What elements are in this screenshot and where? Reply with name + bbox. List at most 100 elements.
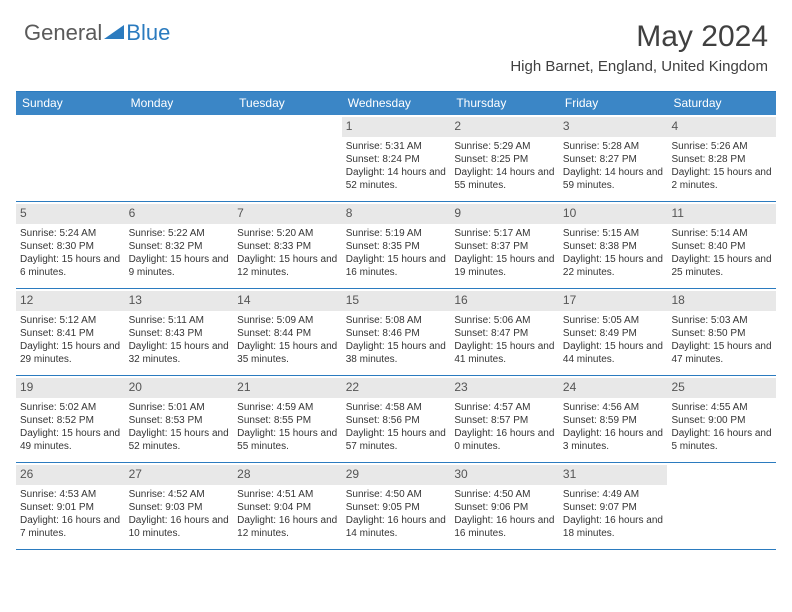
day-cell: 8Sunrise: 5:19 AMSunset: 8:35 PMDaylight… <box>342 202 451 288</box>
day-cell: 13Sunrise: 5:11 AMSunset: 8:43 PMDayligh… <box>125 289 234 375</box>
day-cell: 14Sunrise: 5:09 AMSunset: 8:44 PMDayligh… <box>233 289 342 375</box>
daylight-text: Daylight: 15 hours and 22 minutes. <box>563 253 664 279</box>
sunset-text: Sunset: 8:47 PM <box>454 327 555 340</box>
sunset-text: Sunset: 9:06 PM <box>454 501 555 514</box>
sunset-text: Sunset: 8:59 PM <box>563 414 664 427</box>
calendar: SundayMondayTuesdayWednesdayThursdayFrid… <box>16 91 776 550</box>
day-number: 12 <box>16 291 125 311</box>
day-cell: 17Sunrise: 5:05 AMSunset: 8:49 PMDayligh… <box>559 289 668 375</box>
daylight-text: Daylight: 16 hours and 10 minutes. <box>129 514 230 540</box>
day-number: 3 <box>559 117 668 137</box>
sunrise-text: Sunrise: 4:58 AM <box>346 401 447 414</box>
day-header: Sunday <box>16 92 125 115</box>
sunrise-text: Sunrise: 5:11 AM <box>129 314 230 327</box>
sunrise-text: Sunrise: 5:05 AM <box>563 314 664 327</box>
day-cell: 27Sunrise: 4:52 AMSunset: 9:03 PMDayligh… <box>125 463 234 549</box>
sunset-text: Sunset: 8:27 PM <box>563 153 664 166</box>
day-header: Monday <box>125 92 234 115</box>
week-row: 5 Sunrise: 5:24 AMSunset: 8:30 PM Daylight… <box>16 202 776 289</box>
day-number: 25 <box>667 378 776 398</box>
day-number: 5 <box>16 204 125 224</box>
sunset-text: Sunset: 8:43 PM <box>129 327 230 340</box>
day-cell <box>667 463 776 549</box>
day-number: 1 <box>342 117 451 137</box>
week-row: 19Sunrise: 5:02 AMSunset: 8:52 PMDayligh… <box>16 376 776 463</box>
daylight-text: Daylight: 15 hours and 19 minutes. <box>454 253 555 279</box>
day-cell: 31Sunrise: 4:49 AMSunset: 9:07 PMDayligh… <box>559 463 668 549</box>
day-number: 11 <box>667 204 776 224</box>
sunrise-text: Sunrise: 5:02 AM <box>20 401 121 414</box>
daylight-text: Daylight: 16 hours and 14 minutes. <box>346 514 447 540</box>
sunrise-text: Sunrise: 5:09 AM <box>237 314 338 327</box>
sunset-text: Sunset: 8:24 PM <box>346 153 447 166</box>
daylight-text: Daylight: 15 hours and 41 minutes. <box>454 340 555 366</box>
daylight-text: Daylight: 16 hours and 12 minutes. <box>237 514 338 540</box>
day-number: 10 <box>559 204 668 224</box>
sunset-text: Sunset: 8:55 PM <box>237 414 338 427</box>
day-number: 20 <box>125 378 234 398</box>
day-header: Wednesday <box>342 92 451 115</box>
location-text: High Barnet, England, United Kingdom <box>510 58 768 75</box>
sunrise-text: Sunrise: 4:50 AM <box>454 488 555 501</box>
daylight-text: Daylight: 15 hours and 57 minutes. <box>346 427 447 453</box>
day-cell: 21Sunrise: 4:59 AMSunset: 8:55 PMDayligh… <box>233 376 342 462</box>
day-number: 7 <box>233 204 342 224</box>
day-cell: 29Sunrise: 4:50 AMSunset: 9:05 PMDayligh… <box>342 463 451 549</box>
day-cell: 20Sunrise: 5:01 AMSunset: 8:53 PMDayligh… <box>125 376 234 462</box>
daylight-text: Daylight: 15 hours and 12 minutes. <box>237 253 338 279</box>
week-row: 12Sunrise: 5:12 AMSunset: 8:41 PMDayligh… <box>16 289 776 376</box>
day-number: 29 <box>342 465 451 485</box>
sunset-text: Sunset: 8:33 PM <box>237 240 338 253</box>
sunset-text: Sunset: 9:07 PM <box>563 501 664 514</box>
day-cell: 10 Sunrise: 5:15 AMSunset: 8:38 PMDayligh… <box>559 202 668 288</box>
day-cell: 19Sunrise: 5:02 AMSunset: 8:52 PMDayligh… <box>16 376 125 462</box>
day-cell <box>16 115 125 201</box>
day-number: 22 <box>342 378 451 398</box>
sunset-text: Sunset: 8:25 PM <box>454 153 555 166</box>
sunrise-text: Sunrise: 5:22 AM <box>129 227 230 240</box>
sunset-text: Sunset: 8:53 PM <box>129 414 230 427</box>
title-block: May 2024 High Barnet, England, United Ki… <box>510 20 768 75</box>
daylight-text: Daylight: 16 hours and 7 minutes. <box>20 514 121 540</box>
sunset-text: Sunset: 9:00 PM <box>671 414 772 427</box>
sunrise-text: Sunrise: 5:28 AM <box>563 140 664 153</box>
sunrise-text: Sunrise: 5:29 AM <box>454 140 555 153</box>
sunset-text: Sunset: 8:30 PM <box>20 240 121 253</box>
sunset-text: Sunset: 8:38 PM <box>563 240 664 253</box>
daylight-text: Daylight: 16 hours and 5 minutes. <box>671 427 772 453</box>
day-number: 24 <box>559 378 668 398</box>
day-number: 21 <box>233 378 342 398</box>
sunrise-text: Sunrise: 5:24 AM <box>20 227 121 240</box>
week-row: 26Sunrise: 4:53 AMSunset: 9:01 PMDayligh… <box>16 463 776 550</box>
daylight-text: Daylight: 14 hours and 59 minutes. <box>563 166 664 192</box>
daylight-text: Daylight: 15 hours and 9 minutes. <box>129 253 230 279</box>
sunset-text: Sunset: 8:50 PM <box>671 327 772 340</box>
sunset-text: Sunset: 8:56 PM <box>346 414 447 427</box>
day-number: 30 <box>450 465 559 485</box>
day-number: 9 <box>450 204 559 224</box>
sunrise-text: Sunrise: 5:19 AM <box>346 227 447 240</box>
sunrise-text: Sunrise: 5:14 AM <box>671 227 772 240</box>
sunset-text: Sunset: 8:57 PM <box>454 414 555 427</box>
daylight-text: Daylight: 15 hours and 16 minutes. <box>346 253 447 279</box>
day-cell: 3 Sunrise: 5:28 AMSunset: 8:27 PMDaylight… <box>559 115 668 201</box>
logo-triangle-icon <box>104 23 124 44</box>
daylight-text: Daylight: 15 hours and 2 minutes. <box>671 166 772 192</box>
sunrise-text: Sunrise: 4:55 AM <box>671 401 772 414</box>
day-number: 2 <box>450 117 559 137</box>
day-number: 31 <box>559 465 668 485</box>
day-cell: 28Sunrise: 4:51 AMSunset: 9:04 PMDayligh… <box>233 463 342 549</box>
day-number: 14 <box>233 291 342 311</box>
sunset-text: Sunset: 9:03 PM <box>129 501 230 514</box>
day-cell: 9Sunrise: 5:17 AMSunset: 8:37 PMDaylight… <box>450 202 559 288</box>
day-cell: 30Sunrise: 4:50 AMSunset: 9:06 PMDayligh… <box>450 463 559 549</box>
day-cell: 16Sunrise: 5:06 AMSunset: 8:47 PMDayligh… <box>450 289 559 375</box>
daylight-text: Daylight: 16 hours and 3 minutes. <box>563 427 664 453</box>
sunrise-text: Sunrise: 5:31 AM <box>346 140 447 153</box>
day-cell: 15Sunrise: 5:08 AMSunset: 8:46 PMDayligh… <box>342 289 451 375</box>
daylight-text: Daylight: 15 hours and 47 minutes. <box>671 340 772 366</box>
day-cell: 23Sunrise: 4:57 AMSunset: 8:57 PMDayligh… <box>450 376 559 462</box>
logo-text-blue: Blue <box>126 20 170 46</box>
day-number: 27 <box>125 465 234 485</box>
sunrise-text: Sunrise: 5:15 AM <box>563 227 664 240</box>
